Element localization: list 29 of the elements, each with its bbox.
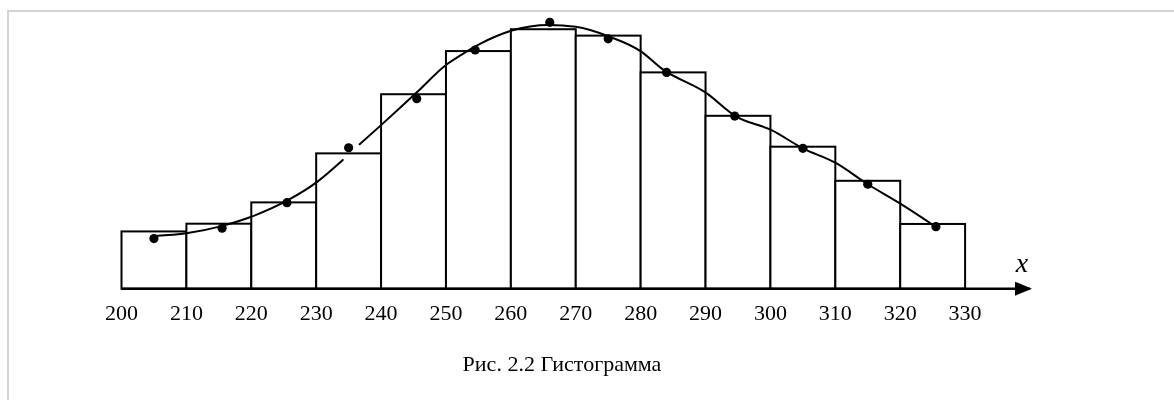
x-tick-label: 250 [429, 299, 463, 325]
point [412, 94, 422, 104]
x-tick-label: 310 [818, 299, 852, 325]
x-tick-label: 320 [883, 299, 917, 325]
x-tick-label: 260 [494, 299, 528, 325]
point [931, 222, 941, 232]
x-axis-title: x [1014, 246, 1029, 278]
point [798, 143, 808, 153]
x-tick-label: 200 [105, 299, 138, 325]
point [217, 223, 227, 233]
x-tick-label: 290 [689, 299, 723, 325]
x-tick-label: 240 [364, 299, 398, 325]
x-tick-label: 210 [169, 299, 203, 325]
x-tick-label: 220 [234, 299, 268, 325]
point [662, 67, 672, 77]
x-tick-label: 300 [753, 299, 787, 325]
point [470, 45, 480, 55]
x-tick-label: 270 [559, 299, 593, 325]
text: Рис. 2.2 Гистограмма [462, 351, 662, 376]
point [730, 111, 740, 121]
x-tick-label: 330 [948, 299, 982, 325]
point [863, 179, 873, 189]
x-tick-label: 230 [299, 299, 333, 325]
point [545, 17, 555, 27]
x-tick-label: 280 [624, 299, 658, 325]
point [603, 34, 613, 44]
point [282, 198, 292, 208]
point [344, 143, 354, 153]
point [149, 234, 159, 244]
